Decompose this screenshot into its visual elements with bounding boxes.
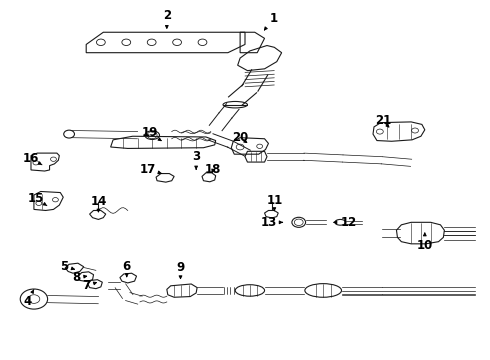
Text: 20: 20 <box>232 131 248 144</box>
Text: 18: 18 <box>205 163 221 176</box>
Text: 10: 10 <box>416 233 433 252</box>
Text: 19: 19 <box>142 126 161 141</box>
Text: 21: 21 <box>375 114 391 127</box>
Text: 6: 6 <box>122 260 131 276</box>
Text: 4: 4 <box>24 289 34 308</box>
Text: 12: 12 <box>334 216 357 229</box>
Text: 13: 13 <box>260 216 282 229</box>
Text: 16: 16 <box>23 152 42 165</box>
Text: 8: 8 <box>73 271 87 284</box>
Text: 14: 14 <box>90 195 107 212</box>
Text: 7: 7 <box>82 279 97 292</box>
Text: 11: 11 <box>266 194 282 211</box>
Text: 1: 1 <box>265 12 277 30</box>
Text: 15: 15 <box>28 192 47 206</box>
Text: 9: 9 <box>176 261 185 279</box>
Text: 3: 3 <box>192 150 200 169</box>
Text: 2: 2 <box>163 9 171 28</box>
Text: 17: 17 <box>140 163 162 176</box>
Text: 5: 5 <box>60 260 74 273</box>
